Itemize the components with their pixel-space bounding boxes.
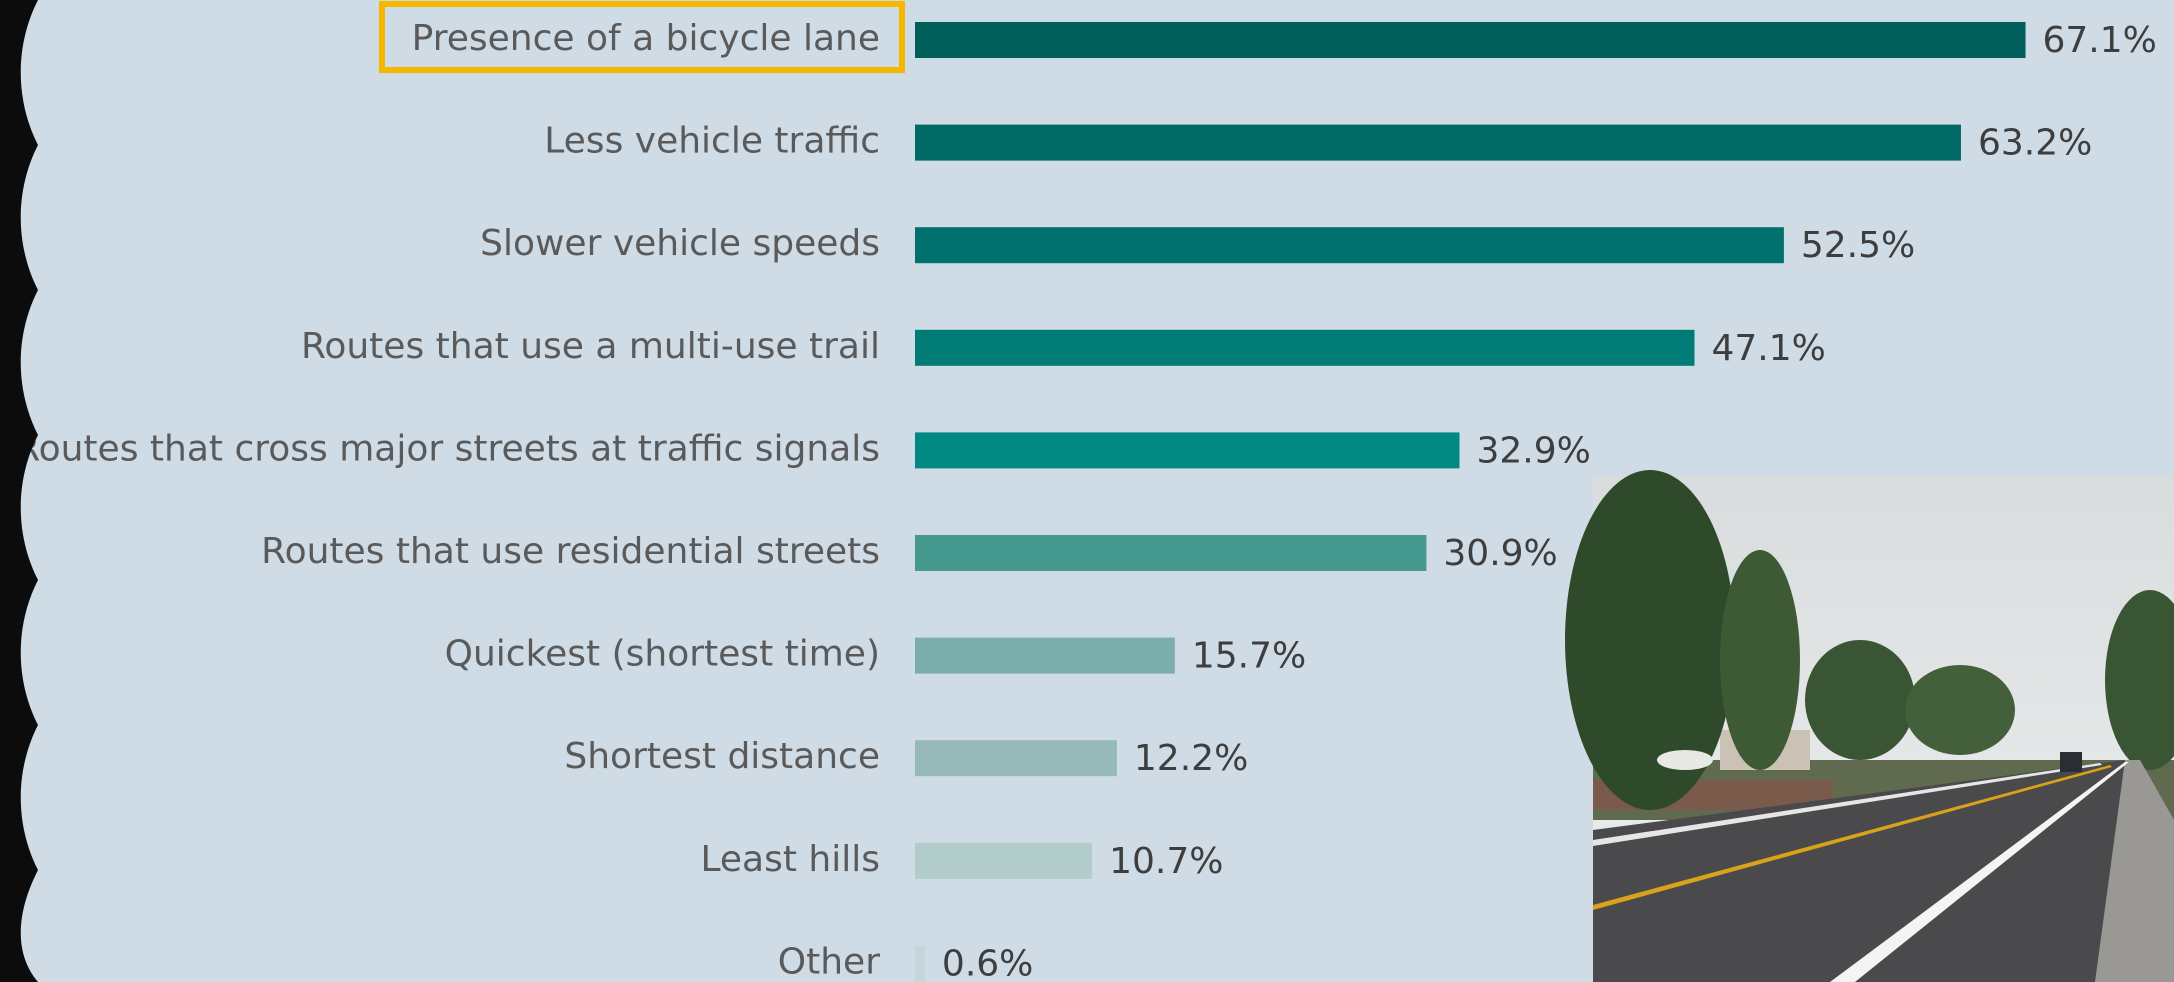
value-label: 12.2%: [1134, 738, 1248, 779]
bar: [915, 638, 1175, 674]
bar: [915, 432, 1459, 468]
value-label: 47.1%: [1712, 328, 1826, 369]
category-label: Shortest distance: [564, 736, 880, 777]
bar: [915, 843, 1092, 879]
bar: [915, 535, 1426, 571]
value-label: 15.7%: [1192, 636, 1306, 677]
page: {"chart_data": {"type": "bar", "orientat…: [0, 0, 2174, 982]
category-label: Least hills: [700, 839, 880, 880]
value-label: 0.6%: [942, 943, 1033, 982]
bar: [915, 945, 925, 981]
category-label: Quickest (shortest time): [445, 634, 880, 675]
bar: [915, 125, 1961, 161]
category-label: Routes that cross major streets at traff…: [15, 428, 880, 469]
value-label: 32.9%: [1476, 430, 1590, 471]
category-label: Routes that use residential streets: [261, 531, 880, 572]
wavy-edge: [0, 0, 38, 982]
bar: [915, 22, 2026, 58]
chart: Presence of a bicycle lane 67.1% Less vehi…: [0, 0, 2174, 982]
category-label: Presence of a bicycle lane: [412, 18, 880, 59]
bar: [915, 740, 1117, 776]
value-label: 67.1%: [2043, 20, 2157, 61]
value-label: 63.2%: [1978, 123, 2092, 164]
bar: [915, 330, 1695, 366]
value-label: 30.9%: [1443, 533, 1557, 574]
category-label: Less vehicle traffic: [544, 121, 880, 162]
value-label: 10.7%: [1109, 841, 1223, 882]
bar: [915, 227, 1784, 263]
value-label: 52.5%: [1801, 225, 1915, 266]
category-label: Other: [778, 941, 880, 982]
category-label: Slower vehicle speeds: [480, 223, 880, 264]
category-label: Routes that use a multi-use trail: [301, 326, 880, 367]
photo: [1565, 470, 2174, 982]
